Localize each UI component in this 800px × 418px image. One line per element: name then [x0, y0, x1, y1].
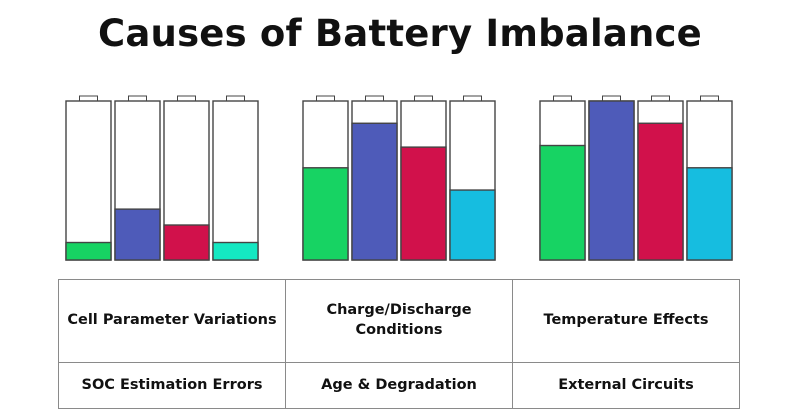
battery-group-1	[65, 95, 259, 261]
battery-cell	[400, 95, 447, 261]
battery-charge-fill	[637, 122, 684, 261]
battery-cell	[539, 95, 586, 261]
battery-cap	[177, 95, 196, 102]
battery-charge-fill	[212, 241, 259, 261]
table-row: Cell Parameter Variations Charge/Dischar…	[58, 279, 740, 363]
battery-cap	[651, 95, 670, 102]
cause-age-degradation: Age & Degradation	[285, 361, 513, 410]
battery-cell	[686, 95, 733, 261]
battery-cell	[65, 95, 112, 261]
battery-charge-fill	[588, 100, 635, 261]
battery-charge-fill	[163, 224, 210, 261]
battery-cell	[637, 95, 684, 261]
battery-cap	[226, 95, 245, 102]
cause-temperature-effects: Temperature Effects	[512, 279, 740, 363]
battery-body	[212, 100, 259, 261]
battery-cap	[128, 95, 147, 102]
battery-cap	[316, 95, 335, 102]
page-title: Causes of Battery Imbalance	[98, 12, 702, 55]
causes-table: Cell Parameter Variations Charge/Dischar…	[58, 279, 740, 410]
battery-cell	[302, 95, 349, 261]
battery-cell	[351, 95, 398, 261]
battery-charge-fill	[400, 146, 447, 261]
battery-charge-fill	[449, 189, 496, 261]
battery-cell	[212, 95, 259, 261]
table-row: SOC Estimation Errors Age & Degradation …	[58, 361, 740, 410]
battery-cell	[114, 95, 161, 261]
battery-cap	[463, 95, 482, 102]
battery-cell	[163, 95, 210, 261]
battery-group-3	[539, 95, 733, 261]
battery-cells-illustration	[65, 95, 733, 261]
battery-charge-fill	[539, 144, 586, 261]
battery-cap	[700, 95, 719, 102]
battery-body	[65, 100, 112, 261]
cause-charge-discharge-conditions: Charge/Discharge Conditions	[285, 279, 513, 363]
cause-external-circuits: External Circuits	[512, 361, 740, 410]
battery-charge-fill	[686, 167, 733, 261]
cause-soc-estimation-errors: SOC Estimation Errors	[58, 361, 286, 410]
battery-charge-fill	[114, 208, 161, 261]
battery-cap	[414, 95, 433, 102]
battery-charge-fill	[302, 167, 349, 261]
battery-group-2	[302, 95, 496, 261]
battery-charge-fill	[65, 241, 112, 261]
battery-cell	[449, 95, 496, 261]
battery-cell	[588, 95, 635, 261]
cause-cell-parameter-variations: Cell Parameter Variations	[58, 279, 286, 363]
battery-cap	[553, 95, 572, 102]
battery-charge-fill	[351, 122, 398, 261]
battery-cap	[79, 95, 98, 102]
battery-cap	[365, 95, 384, 102]
battery-cap	[602, 95, 621, 102]
